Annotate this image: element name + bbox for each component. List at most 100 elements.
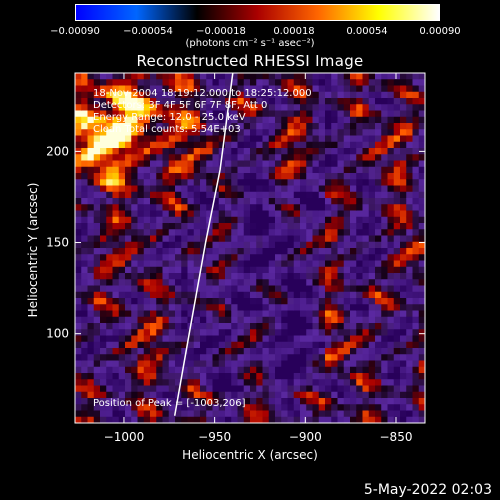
heatmap-cell <box>406 198 413 205</box>
heatmap-cell <box>187 141 195 149</box>
heatmap-cell <box>418 273 426 280</box>
heatmap-cell <box>218 260 226 268</box>
heatmap-cell <box>118 173 126 180</box>
heatmap-cell <box>212 148 220 155</box>
heatmap-cell <box>75 254 82 261</box>
heatmap-cell <box>387 416 395 424</box>
heatmap-cell <box>175 323 182 330</box>
heatmap-cell <box>193 210 201 218</box>
heatmap-cell <box>331 248 338 255</box>
heatmap-cell <box>393 404 401 411</box>
heatmap-cell <box>318 348 326 355</box>
heatmap-cell <box>312 135 320 143</box>
heatmap-cell <box>187 335 195 343</box>
heatmap-cell <box>393 291 401 299</box>
heatmap-cell <box>112 310 120 318</box>
heatmap-cell <box>400 179 407 186</box>
heatmap-cell <box>356 366 363 374</box>
heatmap-cell <box>306 191 313 199</box>
heatmap-cell <box>412 110 420 118</box>
heatmap-cell <box>106 335 113 343</box>
heatmap-cell <box>93 266 101 274</box>
heatmap-cell <box>168 404 176 411</box>
heatmap-cell <box>93 404 101 411</box>
heatmap-cell <box>350 404 357 411</box>
heatmap-cell <box>181 348 188 355</box>
heatmap-cell <box>287 373 295 380</box>
heatmap-cell <box>262 110 270 118</box>
heatmap-cell <box>375 254 382 261</box>
heatmap-cell <box>225 204 232 211</box>
heatmap-cell <box>381 273 388 280</box>
heatmap-cell <box>268 185 276 193</box>
heatmap-cell <box>131 223 138 230</box>
heatmap-cell <box>193 110 201 118</box>
heatmap-cell <box>287 154 295 161</box>
heatmap-cell <box>150 210 157 218</box>
heatmap-cell <box>325 104 332 111</box>
heatmap-cell <box>87 304 95 311</box>
heatmap-cell <box>281 266 288 274</box>
colorbar-tick-label: 0.00018 <box>273 26 315 37</box>
heatmap-cell <box>343 404 351 411</box>
heatmap-cell <box>75 185 82 193</box>
heatmap-cell <box>212 404 220 411</box>
heatmap-cell <box>268 141 276 149</box>
heatmap-cell <box>393 229 401 236</box>
heatmap-cell <box>181 235 188 243</box>
heatmap-cell <box>118 410 126 418</box>
heatmap-cell <box>193 248 201 255</box>
heatmap-cell <box>325 235 332 243</box>
heatmap-cell <box>118 229 126 236</box>
heatmap-cell <box>162 354 170 361</box>
heatmap-cell <box>131 104 138 111</box>
heatmap-cell <box>168 360 176 368</box>
heatmap-cell <box>237 191 245 199</box>
heatmap-cell <box>406 110 413 118</box>
heatmap-cell <box>212 85 220 93</box>
heatmap-cell <box>218 366 226 374</box>
heatmap-cell <box>137 148 145 155</box>
heatmap-cell <box>181 254 188 261</box>
heatmap-cell <box>275 354 282 361</box>
heatmap-cell <box>406 410 413 418</box>
heatmap-cell <box>300 229 307 236</box>
heatmap-cell <box>212 235 220 243</box>
heatmap-cell <box>125 160 132 168</box>
heatmap-cell <box>200 154 207 161</box>
heatmap-cell <box>350 166 357 174</box>
heatmap-cell <box>131 341 138 349</box>
heatmap-cell <box>187 254 195 261</box>
heatmap-cell <box>87 266 95 274</box>
heatmap-cell <box>268 285 276 293</box>
heatmap-cell <box>125 398 132 405</box>
heatmap-cell <box>118 148 126 155</box>
heatmap-cell <box>81 123 88 130</box>
heatmap-cell <box>412 91 420 99</box>
heatmap-cell <box>318 254 326 261</box>
heatmap-cell <box>168 235 176 243</box>
heatmap-cell <box>400 366 407 374</box>
heatmap-cell <box>193 279 201 286</box>
heatmap-cell <box>375 110 382 118</box>
heatmap-cell <box>218 123 226 130</box>
heatmap-cell <box>250 223 257 230</box>
heatmap-cell <box>100 229 107 236</box>
heatmap-cell <box>393 410 401 418</box>
heatmap-cell <box>356 154 363 161</box>
heatmap-cell <box>206 404 213 411</box>
plot-frame <box>74 72 426 424</box>
heatmap-cell <box>125 279 132 286</box>
heatmap-cell <box>125 154 132 161</box>
heatmap-cell <box>243 291 251 299</box>
heatmap-cell <box>287 104 295 111</box>
heatmap-cell <box>137 366 145 374</box>
heatmap-cell <box>106 385 113 393</box>
heatmap-cell <box>225 135 232 143</box>
heatmap-cell <box>168 191 176 199</box>
heatmap-cell <box>218 323 226 330</box>
heatmap-cell <box>81 110 88 118</box>
heatmap-cell <box>337 266 345 274</box>
heatmap-cell <box>400 173 407 180</box>
heatmap-cell <box>418 173 426 180</box>
